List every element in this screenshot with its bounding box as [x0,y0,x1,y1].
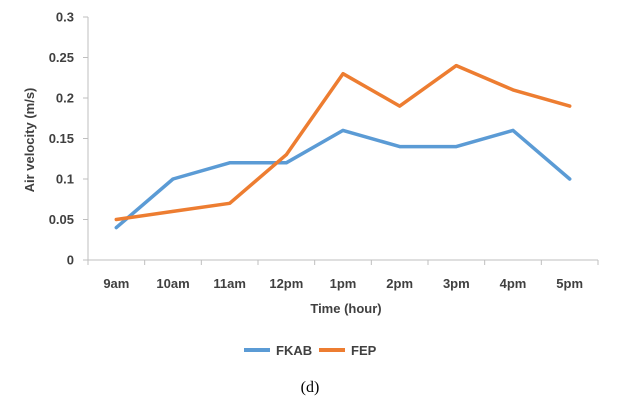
data-point-fep [228,201,232,205]
data-point-fkab [114,226,118,230]
data-point-fkab [511,128,515,132]
x-tick-label: 4pm [500,276,527,291]
data-point-fep [171,209,175,213]
y-tick-label: 0.1 [56,172,74,187]
data-point-fep [454,64,458,68]
figure-caption: (d) [301,379,320,396]
series-line-fkab [114,128,572,230]
series-lines [114,63,572,230]
x-tick-label: 12pm [269,276,303,291]
legend: FKAB FEP [244,343,377,358]
x-tick-label: 10am [156,276,189,291]
data-point-fep [568,104,572,108]
data-point-fkab [398,145,402,149]
data-point-fkab [284,161,288,165]
x-tick-label: 9am [103,276,129,291]
data-point-fkab [341,128,345,132]
data-point-fkab [228,161,232,165]
x-axis-ticks: 9am 10am 11am 12pm 1pm 2pm 3pm 4pm 5pm [87,260,599,291]
y-tick-label: 0.05 [49,212,74,227]
data-point-fkab [171,177,175,181]
data-point-fep [114,218,118,221]
x-tick-label: 5pm [556,276,583,291]
y-tick-label: 0 [67,253,74,268]
x-tick-label: 3pm [443,276,470,291]
legend-label-fep: FEP [351,343,377,358]
y-tick-label: 0.3 [56,10,74,25]
data-point-fkab [454,145,458,149]
data-point-fep [284,153,288,157]
series-line-fep [114,63,572,222]
legend-label-fkab: FKAB [276,343,312,358]
x-tick-label: 1pm [330,276,357,291]
y-tick-label: 0.2 [56,91,74,106]
data-point-fep [398,104,402,108]
data-point-fep [341,72,345,76]
data-point-fkab [568,177,572,181]
y-tick-label: 0.15 [49,131,74,146]
y-axis-ticks: 0 0.05 0.1 0.15 0.2 0.25 0.3 [49,10,88,268]
y-axis-title: Air velocity (m/s) [22,88,37,193]
x-axis-title: Time (hour) [310,301,381,316]
x-tick-label: 2pm [386,276,413,291]
x-tick-label: 11am [213,276,246,291]
y-tick-label: 0.25 [49,50,74,65]
data-point-fep [511,88,515,92]
